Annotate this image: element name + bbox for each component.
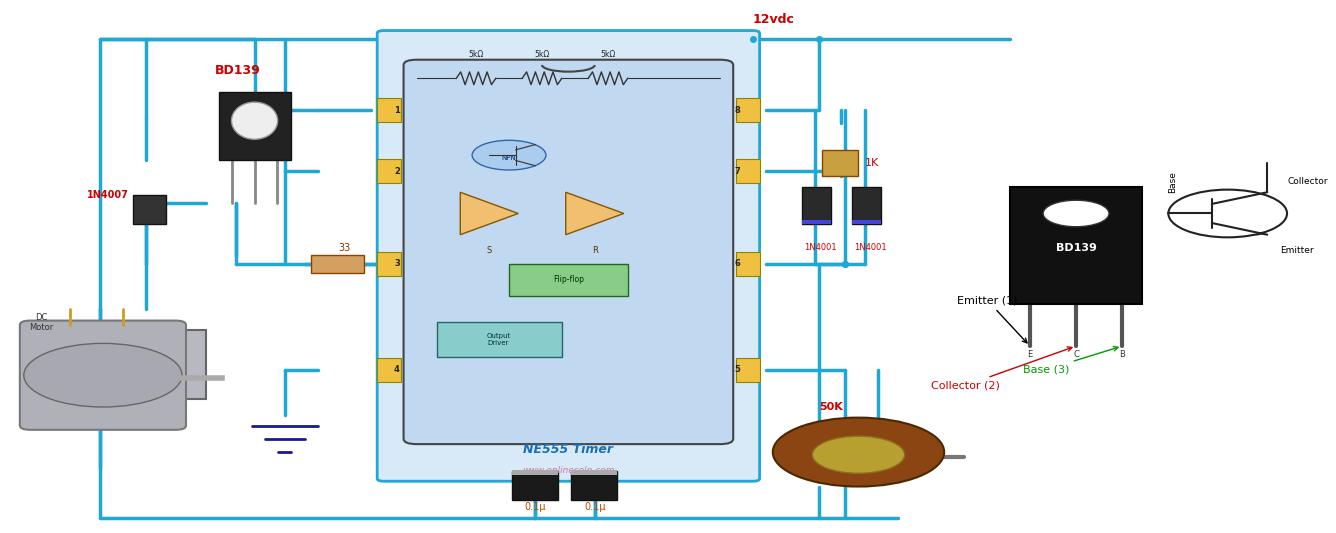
Text: 5kΩ: 5kΩ — [469, 50, 484, 59]
Polygon shape — [461, 192, 518, 235]
Text: Collector (2): Collector (2) — [931, 347, 1071, 391]
Bar — [311, 255, 363, 273]
Text: BD139: BD139 — [1055, 243, 1097, 253]
Bar — [377, 98, 401, 122]
Text: Flip-flop: Flip-flop — [553, 275, 584, 284]
Text: 5kΩ: 5kΩ — [534, 50, 549, 59]
Text: 0.1μ: 0.1μ — [584, 503, 605, 512]
Bar — [802, 187, 831, 224]
Text: 7: 7 — [735, 166, 740, 175]
Text: R: R — [592, 246, 597, 255]
Bar — [87, 330, 206, 399]
Bar — [736, 252, 760, 276]
Text: Base (3): Base (3) — [1023, 346, 1118, 375]
FancyBboxPatch shape — [20, 320, 186, 430]
Text: S: S — [486, 246, 492, 255]
Text: 12vdc: 12vdc — [754, 13, 795, 27]
Polygon shape — [565, 192, 624, 235]
Text: 1K: 1K — [866, 158, 879, 168]
FancyBboxPatch shape — [403, 60, 733, 444]
Text: 2: 2 — [394, 166, 399, 175]
Text: NPN: NPN — [502, 155, 517, 161]
Circle shape — [472, 140, 546, 170]
Circle shape — [812, 436, 904, 473]
Text: 3: 3 — [394, 260, 399, 268]
Bar — [134, 195, 166, 224]
Text: Collector: Collector — [1287, 177, 1328, 186]
Bar — [377, 358, 401, 382]
Circle shape — [772, 418, 945, 487]
Text: www.onlinesoln.com: www.onlinesoln.com — [522, 466, 615, 475]
Bar — [219, 92, 291, 160]
Bar — [736, 358, 760, 382]
Bar — [852, 187, 880, 224]
Text: Output
Driver: Output Driver — [486, 333, 510, 345]
Text: E: E — [1027, 350, 1033, 359]
Text: NE555 Timer: NE555 Timer — [524, 443, 613, 456]
Circle shape — [1043, 200, 1109, 227]
Text: 4: 4 — [394, 366, 399, 374]
Text: 50K: 50K — [819, 402, 843, 411]
FancyBboxPatch shape — [377, 30, 760, 481]
Text: 1N4007: 1N4007 — [87, 190, 130, 200]
Text: DC
Motor: DC Motor — [29, 313, 53, 332]
Circle shape — [1169, 190, 1287, 237]
Bar — [512, 470, 558, 475]
Text: 0.1μ: 0.1μ — [525, 503, 546, 512]
Bar — [509, 264, 628, 296]
Bar — [437, 322, 562, 357]
Text: 6: 6 — [735, 260, 740, 268]
Bar — [570, 470, 617, 475]
Bar — [736, 159, 760, 183]
Text: 1N4001: 1N4001 — [804, 244, 838, 253]
Text: 5kΩ: 5kΩ — [600, 50, 616, 59]
Text: 1: 1 — [394, 106, 399, 115]
Ellipse shape — [28, 330, 147, 399]
Text: BD139: BD139 — [215, 64, 261, 77]
Bar — [512, 471, 558, 500]
Bar — [377, 159, 401, 183]
Ellipse shape — [231, 102, 278, 139]
Bar — [377, 252, 401, 276]
Text: C: C — [1073, 350, 1079, 359]
Text: Emitter: Emitter — [1280, 246, 1315, 255]
Text: Base: Base — [1168, 171, 1177, 192]
Text: 8: 8 — [735, 106, 740, 115]
Text: Emitter (1): Emitter (1) — [958, 296, 1027, 343]
Bar — [736, 98, 760, 122]
Bar — [822, 150, 859, 176]
Circle shape — [24, 343, 182, 407]
Bar — [852, 220, 880, 224]
Bar — [802, 220, 831, 224]
Text: 5: 5 — [735, 366, 740, 374]
Text: 1N4001: 1N4001 — [855, 244, 887, 253]
Bar — [570, 471, 617, 500]
Text: B: B — [1120, 350, 1125, 359]
Bar — [1010, 187, 1142, 304]
Text: 33: 33 — [338, 243, 350, 253]
